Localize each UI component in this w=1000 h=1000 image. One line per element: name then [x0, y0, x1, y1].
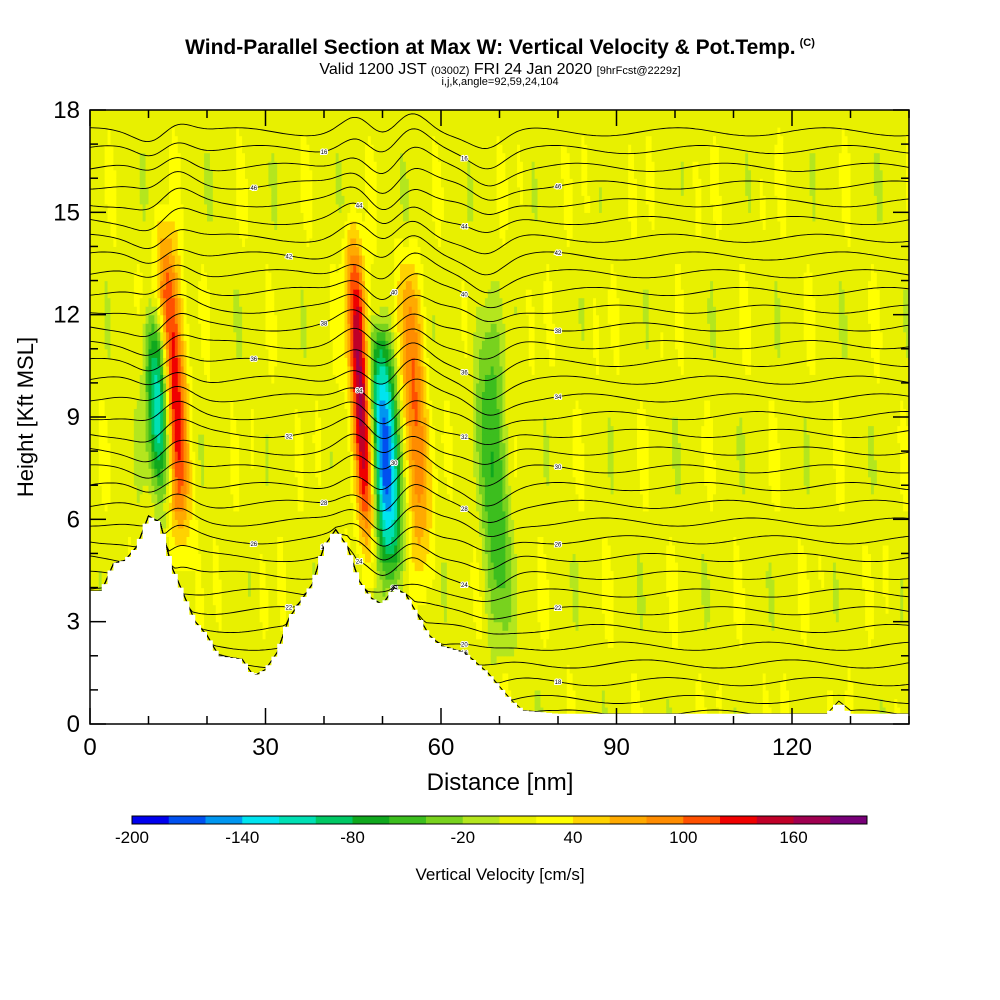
colorbar-swatch: [647, 816, 684, 824]
y-tick-label: 9: [67, 404, 80, 431]
pot-temp-label: 16: [321, 150, 328, 156]
colorbar-tick-label: -80: [340, 828, 365, 847]
colorbar-swatch: [279, 816, 316, 824]
colorbar-tick-label: 40: [564, 828, 583, 847]
colorbar-swatch: [463, 816, 500, 824]
colorbar-label: Vertical Velocity [cm/s]: [415, 865, 584, 884]
pot-temp-label: 46: [555, 185, 562, 191]
colorbar-tick-label: -20: [451, 828, 476, 847]
pot-temp-label: 18: [555, 680, 562, 686]
colorbar-swatch: [132, 816, 169, 824]
pot-temp-label: 44: [461, 225, 468, 231]
colorbar-swatch: [610, 816, 647, 824]
colorbar: -200 -140 -80 -20 40 100 160: [115, 816, 867, 847]
y-tick-label: 12: [53, 302, 80, 329]
colorbar-swatch: [757, 816, 794, 824]
colorbar-tick-label: 160: [779, 828, 807, 847]
pot-temp-label: 16: [461, 157, 468, 163]
x-axis-label: Distance [nm]: [427, 769, 574, 796]
pot-temp-label: 30: [391, 461, 398, 467]
pot-temp-label: 40: [391, 290, 398, 296]
x-tick-label: 60: [428, 734, 455, 761]
pot-temp-label: 40: [461, 292, 468, 298]
colorbar-swatch: [426, 816, 463, 824]
pot-temp-label: 36: [461, 371, 468, 377]
colorbar-swatch: [169, 816, 206, 824]
colorbar-tick-label: -140: [225, 828, 259, 847]
colorbar-tick-label: 100: [669, 828, 697, 847]
pot-temp-label: 26: [250, 542, 257, 548]
y-tick-label: 15: [53, 199, 80, 226]
pot-temp-label: 38: [321, 321, 328, 327]
pot-temp-label: 22: [286, 605, 293, 611]
y-tick-label: 6: [67, 506, 80, 533]
pot-temp-label: 32: [461, 435, 468, 441]
colorbar-swatch: [536, 816, 573, 824]
x-tick-label: 0: [83, 734, 96, 761]
pot-temp-label: 28: [321, 501, 328, 507]
pot-temp-label: 20: [461, 643, 468, 649]
pot-temp-label: 46: [250, 186, 257, 192]
pot-temp-label: 26: [555, 542, 562, 548]
x-tick-label: 90: [603, 734, 630, 761]
pot-temp-label: 34: [356, 389, 363, 395]
y-axis-label: Height [Kft MSL]: [13, 337, 38, 497]
pot-temp-label: 24: [461, 583, 468, 589]
colorbar-swatch: [573, 816, 610, 824]
colorbar-swatch: [206, 816, 243, 824]
colorbar-swatch: [683, 816, 720, 824]
colorbar-tick-label: -200: [115, 828, 149, 847]
y-tick-label: 18: [53, 97, 80, 124]
pot-temp-label: 22: [555, 606, 562, 612]
pot-temp-label: 42: [555, 251, 562, 257]
x-tick-label: 30: [252, 734, 279, 761]
pot-temp-label: 44: [356, 203, 363, 209]
pot-temp-label: 34: [555, 395, 562, 401]
pot-temp-label: 42: [286, 254, 293, 260]
colorbar-swatch: [316, 816, 353, 824]
colorbar-swatch: [500, 816, 537, 824]
pot-temp-label: 32: [286, 434, 293, 440]
pot-temp-label: 36: [250, 357, 257, 363]
colorbar-swatch: [242, 816, 279, 824]
y-tick-label: 3: [67, 609, 80, 636]
pot-temp-label: 38: [555, 329, 562, 335]
vertical-velocity-field: [90, 110, 910, 725]
y-tick-label: 0: [67, 711, 80, 738]
colorbar-swatch: [353, 816, 390, 824]
pot-temp-label: 24: [356, 560, 363, 566]
pot-temp-label: 30: [555, 465, 562, 471]
colorbar-swatch: [720, 816, 757, 824]
colorbar-swatch: [794, 816, 831, 824]
x-tick-label: 120: [772, 734, 812, 761]
colorbar-swatch: [389, 816, 426, 824]
colorbar-swatch: [830, 816, 867, 824]
pot-temp-label: 28: [461, 507, 468, 513]
